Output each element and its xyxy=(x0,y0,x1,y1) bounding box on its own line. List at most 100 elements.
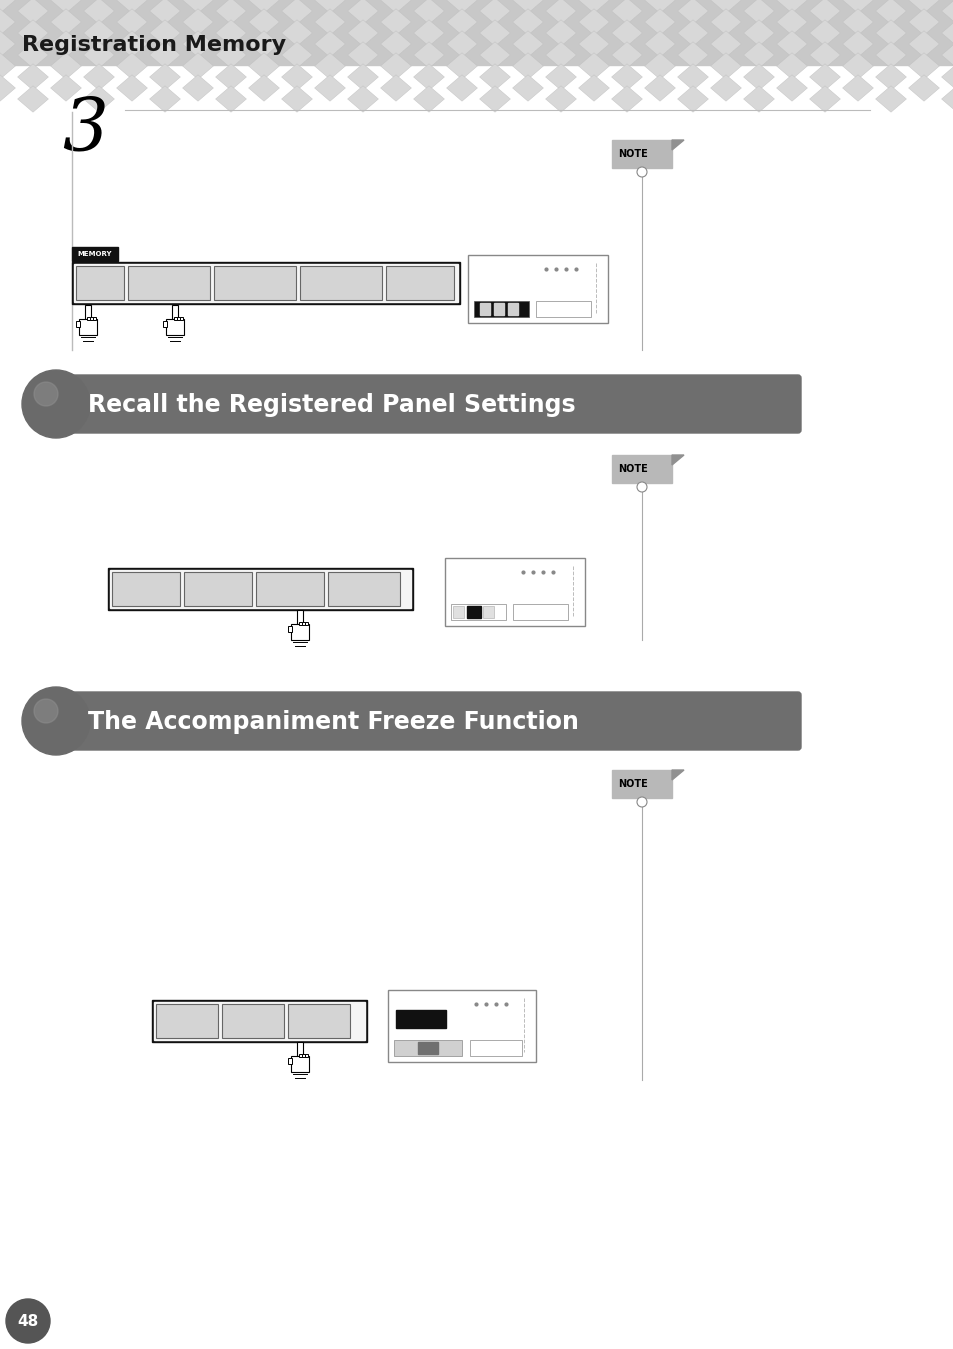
Polygon shape xyxy=(611,63,641,90)
Polygon shape xyxy=(314,9,345,35)
Polygon shape xyxy=(0,53,15,80)
Polygon shape xyxy=(941,42,953,69)
FancyBboxPatch shape xyxy=(45,375,801,433)
Polygon shape xyxy=(215,20,246,46)
Polygon shape xyxy=(644,53,675,80)
Bar xyxy=(288,1004,350,1037)
Polygon shape xyxy=(611,0,641,3)
Polygon shape xyxy=(17,0,49,24)
Bar xyxy=(184,572,252,606)
Bar xyxy=(470,1040,521,1056)
Polygon shape xyxy=(875,86,905,112)
Polygon shape xyxy=(742,42,774,69)
Bar xyxy=(156,1004,218,1037)
Bar xyxy=(291,1056,309,1072)
Polygon shape xyxy=(84,86,114,112)
Bar xyxy=(288,1058,292,1064)
Circle shape xyxy=(637,482,646,492)
Polygon shape xyxy=(545,20,576,46)
Polygon shape xyxy=(215,42,246,69)
Bar xyxy=(174,317,176,320)
Bar xyxy=(513,604,567,621)
Polygon shape xyxy=(249,53,279,80)
Bar xyxy=(453,606,463,618)
Polygon shape xyxy=(875,0,905,3)
Polygon shape xyxy=(17,20,49,46)
Bar xyxy=(299,1054,301,1058)
Polygon shape xyxy=(150,86,180,112)
Polygon shape xyxy=(215,0,246,24)
Polygon shape xyxy=(446,74,476,101)
Bar xyxy=(288,626,292,633)
Bar xyxy=(536,301,590,317)
Polygon shape xyxy=(84,63,114,90)
Polygon shape xyxy=(414,63,444,90)
Bar xyxy=(71,247,118,260)
Bar xyxy=(112,572,180,606)
Polygon shape xyxy=(414,86,444,112)
Polygon shape xyxy=(907,0,939,13)
Polygon shape xyxy=(116,31,148,57)
Text: Registration Memory: Registration Memory xyxy=(22,35,286,55)
Polygon shape xyxy=(51,53,81,80)
Bar xyxy=(386,266,454,299)
Bar xyxy=(444,558,584,626)
Polygon shape xyxy=(414,0,444,24)
Circle shape xyxy=(34,699,58,723)
Polygon shape xyxy=(249,9,279,35)
Polygon shape xyxy=(578,53,609,80)
Polygon shape xyxy=(841,31,873,57)
Polygon shape xyxy=(84,0,114,24)
Polygon shape xyxy=(281,20,312,46)
Polygon shape xyxy=(875,20,905,46)
Polygon shape xyxy=(578,74,609,101)
Polygon shape xyxy=(182,74,213,101)
Polygon shape xyxy=(347,0,378,24)
Polygon shape xyxy=(512,31,543,57)
Polygon shape xyxy=(512,53,543,80)
Polygon shape xyxy=(150,63,180,90)
Polygon shape xyxy=(545,63,576,90)
Circle shape xyxy=(22,687,90,755)
Polygon shape xyxy=(941,0,953,24)
Polygon shape xyxy=(578,9,609,35)
Polygon shape xyxy=(182,9,213,35)
Polygon shape xyxy=(150,42,180,69)
Polygon shape xyxy=(84,20,114,46)
Polygon shape xyxy=(414,42,444,69)
Polygon shape xyxy=(710,53,740,80)
Polygon shape xyxy=(644,0,675,13)
Bar xyxy=(328,572,399,606)
Polygon shape xyxy=(710,9,740,35)
Polygon shape xyxy=(0,0,15,13)
Polygon shape xyxy=(281,0,312,3)
Text: The Accompaniment Freeze Function: The Accompaniment Freeze Function xyxy=(88,710,578,734)
Polygon shape xyxy=(941,63,953,90)
Polygon shape xyxy=(281,0,312,24)
Polygon shape xyxy=(809,20,840,46)
Bar xyxy=(153,1002,365,1040)
Bar xyxy=(507,304,517,316)
Polygon shape xyxy=(446,31,476,57)
Text: 3: 3 xyxy=(62,94,108,166)
Polygon shape xyxy=(578,31,609,57)
Bar xyxy=(291,625,309,641)
Bar xyxy=(388,990,536,1062)
Bar xyxy=(110,571,411,608)
Bar xyxy=(296,1041,302,1056)
Polygon shape xyxy=(907,53,939,80)
Text: 48: 48 xyxy=(17,1314,38,1329)
Polygon shape xyxy=(742,0,774,3)
Bar xyxy=(177,317,179,320)
Polygon shape xyxy=(677,63,708,90)
Polygon shape xyxy=(677,0,708,24)
Bar xyxy=(302,1054,304,1058)
Polygon shape xyxy=(479,63,510,90)
Bar xyxy=(394,1040,461,1056)
Bar xyxy=(213,266,295,299)
Bar xyxy=(93,317,95,320)
Polygon shape xyxy=(380,74,411,101)
Polygon shape xyxy=(84,42,114,69)
Polygon shape xyxy=(644,31,675,57)
Polygon shape xyxy=(347,86,378,112)
